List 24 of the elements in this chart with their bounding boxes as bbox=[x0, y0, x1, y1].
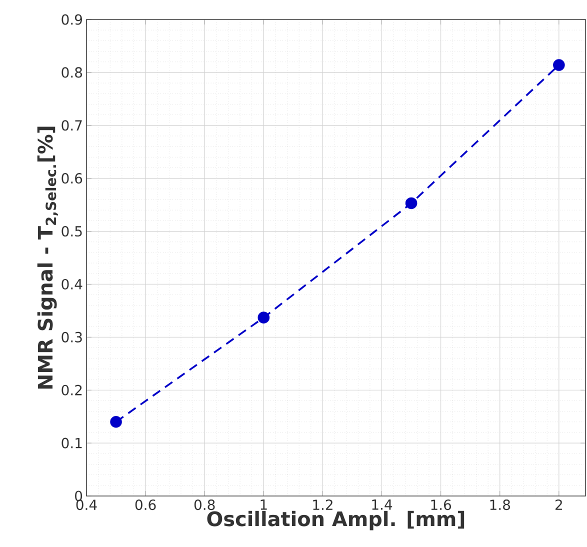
y-tick-label: 0.9 bbox=[62, 14, 82, 25]
x-tick-label: 1 bbox=[260, 500, 267, 510]
point bbox=[258, 312, 270, 324]
x-tick-label: 1.6 bbox=[431, 500, 452, 510]
point bbox=[553, 59, 565, 71]
x-tick-label: 1.4 bbox=[372, 500, 392, 510]
x-tick-label: 2 bbox=[556, 500, 562, 510]
y-tick-label: 0.5 bbox=[62, 226, 82, 237]
x-tick-label: 1.2 bbox=[313, 500, 332, 510]
y-tick-label: 0.2 bbox=[62, 384, 82, 396]
y-tick-label: 0.8 bbox=[62, 67, 82, 78]
x-tick-label: 0.4 bbox=[76, 500, 97, 510]
y-axis-title: NMR Signal - T$_{2,Selec.}$[%] bbox=[37, 126, 58, 389]
y-tick-label: 0.7 bbox=[62, 120, 82, 131]
x-tick-label: 0.8 bbox=[194, 500, 215, 510]
y-tick-label: 0.1 bbox=[62, 438, 82, 448]
y-tick-label: 0.4 bbox=[62, 278, 82, 290]
x-tick-label: 0.6 bbox=[135, 500, 156, 510]
point bbox=[405, 197, 418, 210]
x-tick-label: 1.8 bbox=[490, 500, 510, 510]
x-axis-title: Oscillation Ampl. [mm] bbox=[207, 510, 464, 530]
y-tick-label: 0.6 bbox=[62, 173, 82, 184]
y-tick-label: 0.3 bbox=[62, 332, 82, 342]
point bbox=[110, 416, 122, 428]
